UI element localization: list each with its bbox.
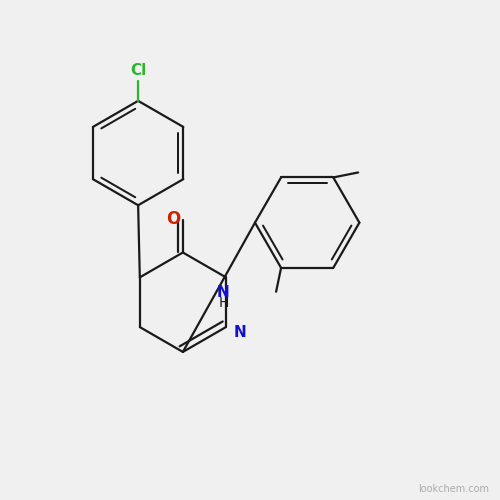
Text: lookchem.com: lookchem.com (418, 484, 488, 494)
Text: N: N (217, 285, 230, 300)
Text: N: N (234, 324, 246, 340)
Text: H: H (218, 296, 228, 310)
Text: O: O (166, 210, 180, 228)
Text: Cl: Cl (130, 64, 146, 78)
